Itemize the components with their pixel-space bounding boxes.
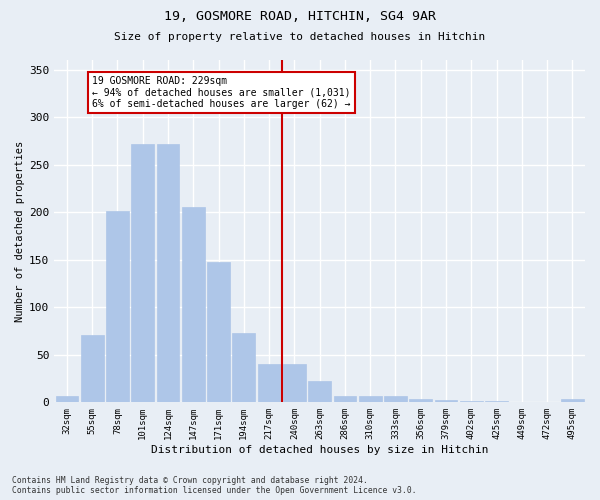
Text: Contains HM Land Registry data © Crown copyright and database right 2024.: Contains HM Land Registry data © Crown c…	[12, 476, 368, 485]
Text: 19, GOSMORE ROAD, HITCHIN, SG4 9AR: 19, GOSMORE ROAD, HITCHIN, SG4 9AR	[164, 10, 436, 23]
Text: Size of property relative to detached houses in Hitchin: Size of property relative to detached ho…	[115, 32, 485, 42]
Bar	[56, 396, 78, 402]
Bar	[434, 400, 457, 402]
Bar	[232, 333, 255, 402]
Bar	[258, 364, 280, 403]
Text: Contains public sector information licensed under the Open Government Licence v3: Contains public sector information licen…	[12, 486, 416, 495]
Bar	[384, 396, 407, 402]
Bar	[409, 398, 432, 402]
Bar	[334, 396, 356, 402]
X-axis label: Distribution of detached houses by size in Hitchin: Distribution of detached houses by size …	[151, 445, 488, 455]
Text: 19 GOSMORE ROAD: 229sqm
← 94% of detached houses are smaller (1,031)
6% of semi-: 19 GOSMORE ROAD: 229sqm ← 94% of detache…	[92, 76, 350, 110]
Bar	[182, 208, 205, 402]
Bar	[207, 262, 230, 402]
Bar	[131, 144, 154, 402]
Bar	[106, 211, 129, 402]
Bar	[561, 400, 584, 402]
Bar	[283, 364, 306, 403]
Bar	[308, 382, 331, 402]
Bar	[157, 144, 179, 402]
Bar	[359, 396, 382, 402]
Y-axis label: Number of detached properties: Number of detached properties	[15, 140, 25, 322]
Bar	[81, 335, 104, 402]
